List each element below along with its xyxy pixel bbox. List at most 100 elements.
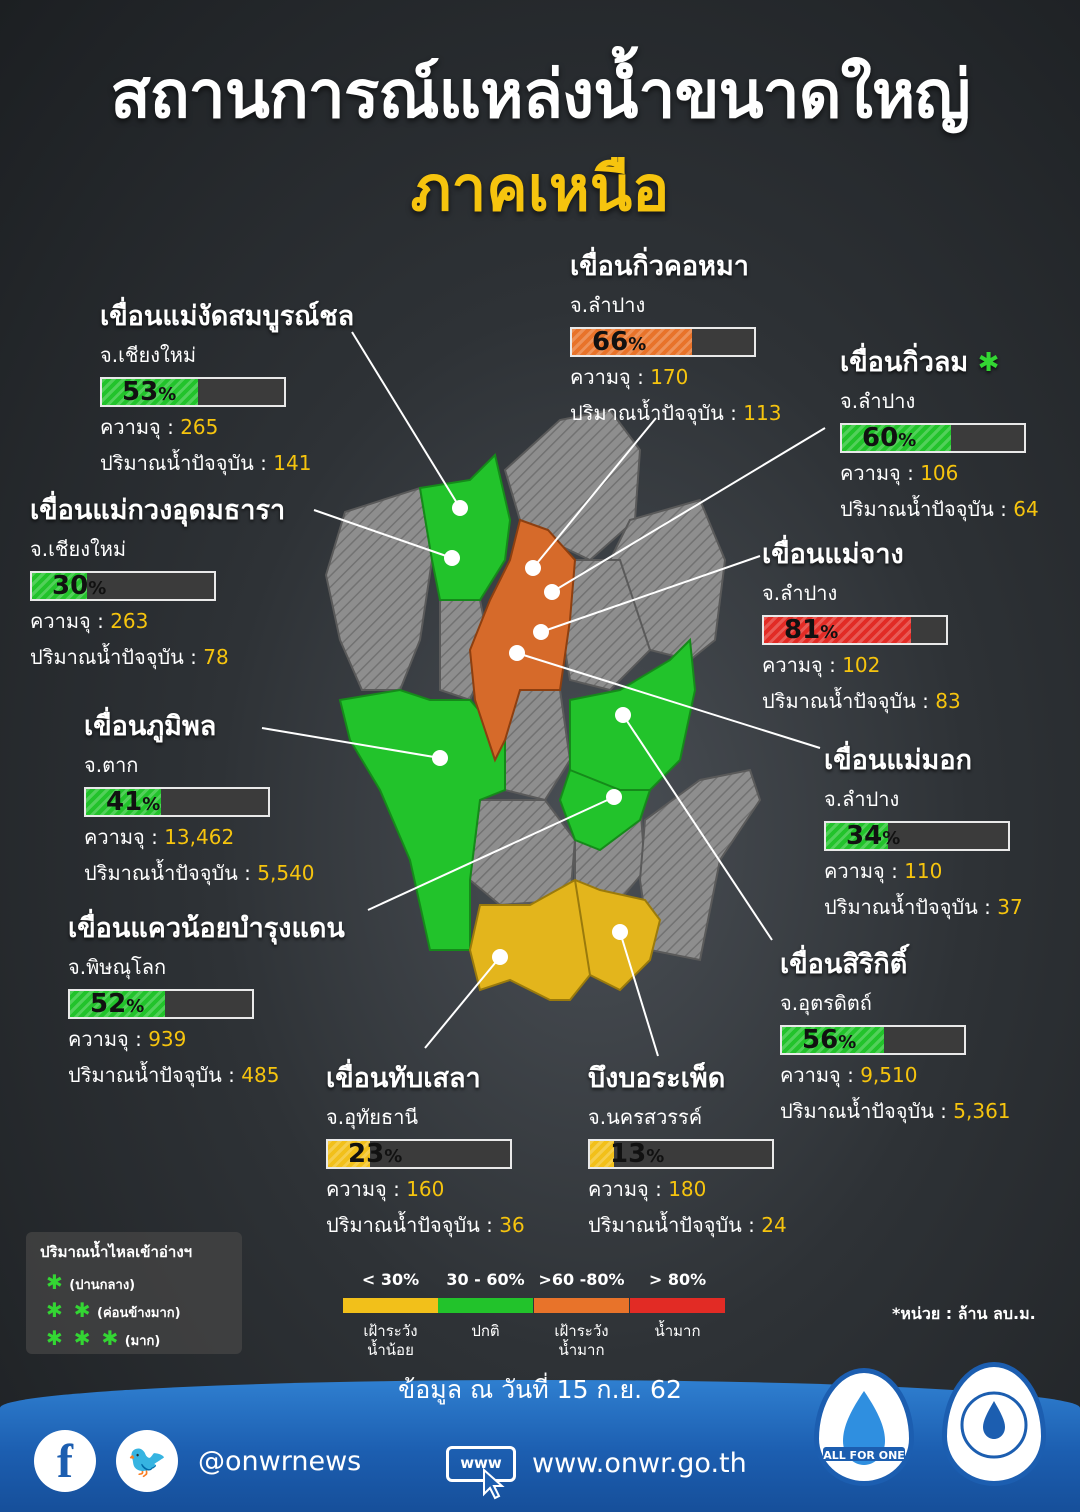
scale-range: > 80% bbox=[630, 1270, 725, 1289]
inflow-legend-label: (ค่อนข้างมาก) bbox=[97, 1306, 181, 1321]
dam-current-volume: ปริมาณน้ำปัจจุบัน : 5,540 bbox=[84, 857, 315, 889]
twitter-icon[interactable]: 🐦 bbox=[116, 1430, 178, 1492]
dam-province: จ.ลำปาง bbox=[570, 289, 781, 321]
dam-current-volume: ปริมาณน้ำปัจจุบัน : 83 bbox=[762, 685, 961, 717]
dam-card: เขื่อนแควน้อยบำรุงแดน จ.พิษณุโลก 52% ความจ… bbox=[68, 906, 345, 1091]
dam-card: เขื่อนแม่มอก จ.ลำปาง 34% ความจุ : 110 ปริมา… bbox=[824, 738, 1023, 923]
dam-percent-bar: 53% bbox=[100, 377, 286, 407]
dam-name: เขื่อนแม่งัดสมบูรณ์ชล bbox=[100, 294, 354, 337]
dam-percent-label: 53% bbox=[122, 377, 176, 407]
map-region-green bbox=[420, 455, 510, 600]
dam-province: จ.เชียงใหม่ bbox=[100, 339, 354, 371]
dam-card: เขื่อนแม่งัดสมบูรณ์ชล จ.เชียงใหม่ 53% ความ… bbox=[100, 294, 354, 479]
scale-desc: เฝ้าระวัง น้ำมาก bbox=[534, 1322, 629, 1360]
region-subtitle: ภาคเหนือ bbox=[0, 140, 1080, 238]
dam-capacity: ความจุ : 9,510 bbox=[780, 1059, 1011, 1091]
page-title: สถานการณ์แหล่งน้ำขนาดใหญ่ bbox=[0, 42, 1080, 147]
dam-province: จ.อุทัยธานี bbox=[326, 1101, 525, 1133]
scale-desc: น้ำมาก bbox=[630, 1322, 725, 1341]
dam-current-volume: ปริมาณน้ำปัจจุบัน : 36 bbox=[326, 1209, 525, 1241]
dam-marker bbox=[606, 789, 622, 805]
dam-name: เขื่อนแม่จาง bbox=[762, 532, 961, 575]
unit-note: *หน่วย : ล้าน ลบ.ม. bbox=[892, 1302, 1036, 1327]
dam-capacity: ความจุ : 180 bbox=[588, 1173, 787, 1205]
star-icon: ✱ bbox=[978, 348, 1000, 378]
dam-percent-bar: 13% bbox=[588, 1139, 774, 1169]
social-handle[interactable]: @onwrnews bbox=[198, 1446, 361, 1477]
dam-capacity: ความจุ : 939 bbox=[68, 1023, 345, 1055]
scale-swatch-orange bbox=[534, 1298, 629, 1313]
inflow-legend-title: ปริมาณน้ำไหลเข้าอ่างฯ bbox=[40, 1240, 192, 1264]
star-icon: ✱ ✱ ✱ bbox=[46, 1326, 120, 1350]
dam-card: บึงบอระเพ็ด จ.นครสวรรค์ 13% ความจุ : 180 ปร… bbox=[588, 1056, 787, 1241]
scale-range: < 30% bbox=[343, 1270, 438, 1289]
inflow-legend-item: ✱ (ปานกลาง) bbox=[46, 1270, 135, 1295]
dam-percent-bar: 52% bbox=[68, 989, 254, 1019]
facebook-icon[interactable]: f bbox=[34, 1430, 96, 1492]
dam-province: จ.ตาก bbox=[84, 749, 315, 781]
dam-current-volume: ปริมาณน้ำปัจจุบัน : 5,361 bbox=[780, 1095, 1011, 1127]
dam-capacity: ความจุ : 265 bbox=[100, 411, 354, 443]
inflow-legend-label: (มาก) bbox=[125, 1334, 161, 1349]
dam-current-volume: ปริมาณน้ำปัจจุบัน : 141 bbox=[100, 447, 354, 479]
map-region-gray bbox=[326, 488, 432, 690]
dam-percent-label: 52% bbox=[90, 989, 144, 1019]
dam-percent-label: 23% bbox=[348, 1139, 402, 1169]
dam-percent-bar: 56% bbox=[780, 1025, 966, 1055]
dam-province: จ.นครสวรรค์ bbox=[588, 1101, 787, 1133]
dam-percent-bar: 81% bbox=[762, 615, 948, 645]
dam-capacity: ความจุ : 263 bbox=[30, 605, 285, 637]
onwr-logo bbox=[942, 1362, 1046, 1486]
dam-card: เขื่อนแม่จาง จ.ลำปาง 81% ความจุ : 102 ปริมา… bbox=[762, 532, 961, 717]
dam-card: เขื่อนทับเสลา จ.อุทัยธานี 23% ความจุ : 160… bbox=[326, 1056, 525, 1241]
dam-name: บึงบอระเพ็ด bbox=[588, 1056, 787, 1099]
dam-percent-bar: 23% bbox=[326, 1139, 512, 1169]
dam-current-volume: ปริมาณน้ำปัจจุบัน : 78 bbox=[30, 641, 285, 673]
dam-name: เขื่อนแม่กวงอุดมธารา bbox=[30, 488, 285, 531]
dam-marker bbox=[452, 500, 468, 516]
inflow-legend-label: (ปานกลาง) bbox=[69, 1278, 135, 1293]
dam-province: จ.ลำปาง bbox=[840, 385, 1039, 417]
logo-text: ALL FOR ONE bbox=[819, 1449, 909, 1462]
dam-card: เขื่อนแม่กวงอุดมธารา จ.เชียงใหม่ 30% ความจ… bbox=[30, 488, 285, 673]
dam-card: เขื่อนสิริกิติ์ จ.อุตรดิตถ์ 56% ความจุ : 9… bbox=[780, 942, 1011, 1127]
scale-desc: ปกติ bbox=[438, 1322, 533, 1341]
dam-percent-label: 66% bbox=[592, 327, 646, 357]
dam-card: เขื่อนกิ่วลม ✱ จ.ลำปาง 60% ความจุ : 106 ปริม… bbox=[840, 340, 1039, 525]
dam-current-volume: ปริมาณน้ำปัจจุบัน : 37 bbox=[824, 891, 1023, 923]
dam-percent-bar: 30% bbox=[30, 571, 216, 601]
date-note: ข้อมูล ณ วันที่ 15 ก.ย. 62 bbox=[0, 1370, 1080, 1410]
dam-percent-label: 60% bbox=[862, 423, 916, 453]
dam-marker bbox=[444, 550, 460, 566]
dam-name: เขื่อนทับเสลา bbox=[326, 1056, 525, 1099]
dam-current-volume: ปริมาณน้ำปัจจุบัน : 64 bbox=[840, 493, 1039, 525]
dam-province: จ.เชียงใหม่ bbox=[30, 533, 285, 565]
dam-current-volume: ปริมาณน้ำปัจจุบัน : 113 bbox=[570, 397, 781, 429]
dam-capacity: ความจุ : 110 bbox=[824, 855, 1023, 887]
cursor-icon bbox=[482, 1468, 506, 1500]
dam-province: จ.ลำปาง bbox=[824, 783, 1023, 815]
dam-capacity: ความจุ : 170 bbox=[570, 361, 781, 393]
dam-percent-label: 30% bbox=[52, 571, 106, 601]
scale-range: 30 - 60% bbox=[438, 1270, 533, 1289]
dam-capacity: ความจุ : 102 bbox=[762, 649, 961, 681]
dam-percent-label: 81% bbox=[784, 615, 838, 645]
scale-swatch-yellow bbox=[343, 1298, 438, 1313]
dam-marker bbox=[509, 645, 525, 661]
dam-marker bbox=[612, 924, 628, 940]
scale-range: >60 -80% bbox=[534, 1270, 629, 1289]
dam-percent-bar: 60% bbox=[840, 423, 1026, 453]
dam-province: จ.ลำปาง bbox=[762, 577, 961, 609]
star-icon: ✱ bbox=[46, 1270, 65, 1294]
scale-swatch-green bbox=[438, 1298, 533, 1313]
dam-marker bbox=[525, 560, 541, 576]
scale-swatch-red bbox=[630, 1298, 725, 1313]
dam-name: เขื่อนแม่มอก bbox=[824, 738, 1023, 781]
dam-name: เขื่อนสิริกิติ์ bbox=[780, 942, 1011, 985]
inflow-legend-item: ✱ ✱ ✱ (มาก) bbox=[46, 1326, 160, 1351]
website-link[interactable]: www.onwr.go.th bbox=[532, 1448, 747, 1479]
inflow-legend-item: ✱ ✱ (ค่อนข้างมาก) bbox=[46, 1298, 181, 1323]
dam-capacity: ความจุ : 13,462 bbox=[84, 821, 315, 853]
dam-percent-label: 13% bbox=[610, 1139, 664, 1169]
dam-percent-bar: 41% bbox=[84, 787, 270, 817]
